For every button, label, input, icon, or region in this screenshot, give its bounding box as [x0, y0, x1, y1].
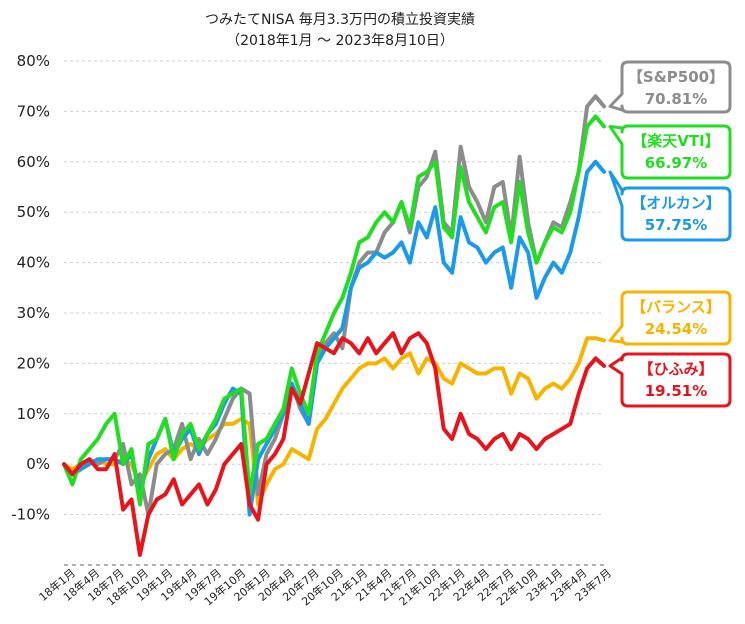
callout-series-value: 19.51% [645, 382, 707, 400]
callout-series-name: 【オルカン】 [631, 194, 721, 212]
callout-series-value: 24.54% [645, 320, 707, 338]
callout-box [608, 352, 732, 408]
callout-box [608, 60, 732, 114]
y-tick-label: 30% [17, 304, 50, 322]
callout-series-value: 66.97% [645, 154, 707, 172]
series-line [62, 94, 606, 517]
callout-series-name: 【ひふみ】 [638, 360, 713, 378]
callout-series-value: 57.75% [645, 216, 707, 234]
callout-series-name: 【バランス】 [631, 298, 721, 316]
y-tick-label: -10% [11, 506, 50, 524]
series-line [62, 336, 606, 507]
x-axis-ticks: 18年1月18年4月18年7月18年10月19年1月19年4月19年7月19年1… [36, 566, 614, 609]
y-axis-ticks: -10% 0% 10% 20% 30% 40% 50% 60% 70% 80% [11, 52, 50, 524]
y-tick-label: 60% [17, 153, 50, 171]
y-tick-label: 10% [17, 405, 50, 423]
y-tick-label: 20% [17, 354, 50, 372]
chart-subtitle: （2018年1月 〜 2023年8月10日） [226, 33, 454, 49]
callout-series-name: 【S&P500】 [628, 68, 724, 86]
callout-box [608, 124, 732, 180]
series-line [62, 159, 606, 517]
y-tick-label: 40% [17, 254, 50, 272]
series-lines [62, 94, 606, 557]
y-tick-label: 70% [17, 102, 50, 120]
series-line [62, 114, 606, 507]
y-tick-label: 80% [17, 52, 50, 70]
callout-series-name: 【楽天VTI】 [632, 132, 719, 150]
series-line [62, 331, 606, 557]
chart-title: つみたてNISA 毎月3.3万円の積立投資実績 [205, 12, 475, 28]
callout-series-value: 70.81% [645, 90, 707, 108]
y-tick-label: 0% [26, 455, 50, 473]
callout-box [608, 170, 732, 242]
callout-box [608, 290, 732, 346]
series-callouts: 【S&P500】 70.81% 【楽天VTI】 66.97% 【オルカン】 57.75% 【… [608, 60, 732, 408]
y-tick-label: 50% [17, 203, 50, 221]
